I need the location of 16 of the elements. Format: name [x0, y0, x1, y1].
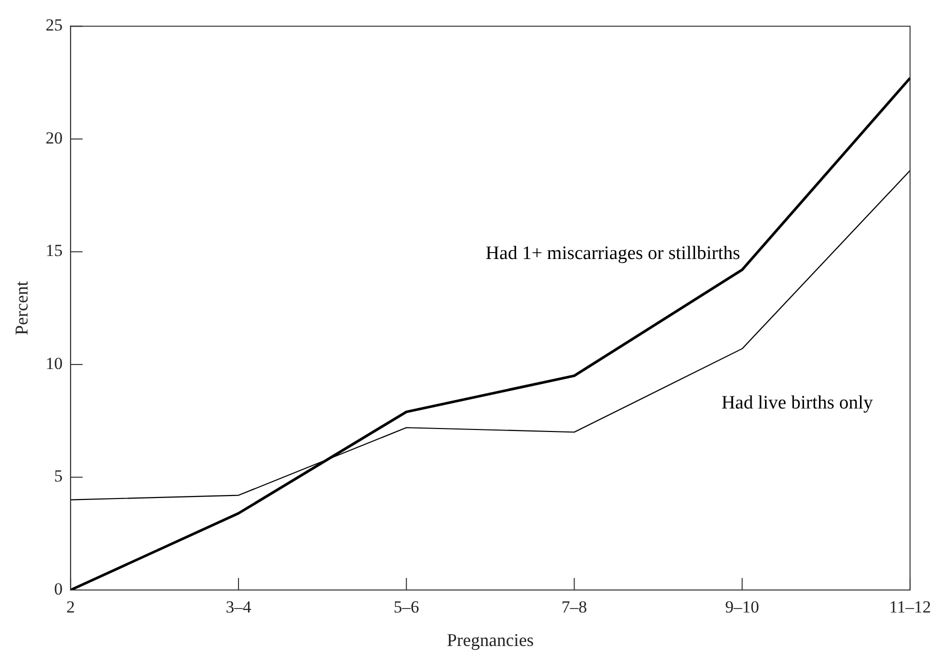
x-tick-label: 5–6: [394, 598, 420, 617]
series-label: Had live births only: [721, 392, 874, 414]
x-tick-label: 2: [66, 598, 75, 617]
x-tick-label: 11–12: [889, 598, 932, 617]
y-tick-label: 15: [46, 241, 63, 260]
y-tick-label: 5: [54, 466, 63, 486]
x-tick-label: 7–8: [562, 598, 588, 617]
series-label: Had 1+ miscarriages or stillbirths: [486, 243, 740, 264]
x-tick-label: 3–4: [226, 598, 252, 617]
y-axis-title: Percent: [12, 281, 32, 336]
y-tick-label: 25: [46, 16, 63, 35]
y-tick-label: 20: [46, 128, 63, 148]
y-tick-label: 0: [54, 579, 63, 598]
x-tick-label: 9–10: [725, 598, 760, 617]
x-axis-title: Pregnancies: [446, 630, 534, 650]
y-tick-label: 10: [46, 354, 63, 373]
